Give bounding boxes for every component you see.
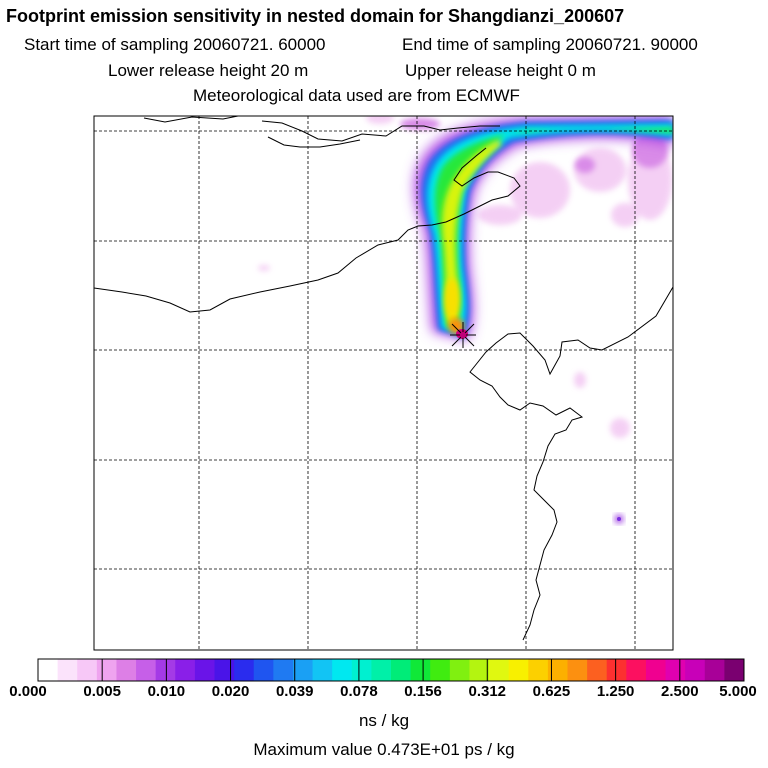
start-time-label: Start time of sampling 20060721. 60000 — [24, 35, 326, 54]
plume-layer — [258, 116, 673, 524]
colorbar-swatch — [508, 659, 529, 681]
colorbar-tick-label: 0.010 — [147, 683, 186, 700]
colorbar-swatch — [430, 659, 451, 681]
colorbar-border — [37, 658, 745, 682]
colorbar-swatch — [489, 659, 510, 681]
colorbar-swatch — [214, 659, 235, 681]
lower-release-label: Lower release height 20 m — [108, 61, 309, 80]
colorbar-swatch — [57, 659, 78, 681]
colorbar-tick-label: 0.078 — [340, 683, 378, 700]
colorbar-swatch — [96, 659, 117, 681]
colorbar-tick-label: 0.625 — [532, 683, 571, 700]
colorbar-tick-label: 2.500 — [661, 683, 699, 700]
colorbar-swatch — [469, 659, 490, 681]
colorbar-swatch — [391, 659, 412, 681]
colorbar-swatch — [449, 659, 470, 681]
colorbar-swatch — [136, 659, 157, 681]
colorbar-swatch — [155, 659, 176, 681]
colorbar-swatch — [645, 659, 667, 681]
colorbar-tick-label: 1.250 — [596, 683, 635, 700]
colorbar-swatch — [194, 659, 215, 681]
colorbar-units: ns / kg — [358, 711, 410, 730]
colorbar-swatch — [273, 659, 294, 681]
colorbar-swatch — [38, 659, 59, 681]
colorbar-swatch — [665, 659, 686, 681]
colorbar-tick-label: 0.156 — [404, 683, 442, 700]
colorbar-swatch — [587, 659, 608, 681]
colorbar-swatch — [77, 659, 98, 681]
colorbar-swatch — [253, 659, 274, 681]
maximum-value-label: Maximum value 0.473E+01 ps / kg — [253, 740, 515, 759]
colorbar-swatch — [626, 659, 647, 681]
colorbar-tick-label: 0.020 — [211, 683, 250, 700]
colorbar-swatch — [371, 659, 392, 681]
colorbar-swatch — [234, 659, 255, 681]
colorbar-swatch — [567, 659, 588, 681]
colorbar-swatch — [292, 659, 314, 681]
colorbar — [37, 658, 745, 682]
colorbar-swatch — [606, 659, 627, 681]
colorbar-swatch — [116, 659, 137, 681]
colorbar-swatch — [685, 659, 706, 681]
colorbar-swatch — [351, 659, 372, 681]
colorbar-swatch — [704, 659, 725, 681]
colorbar-swatch — [410, 659, 431, 681]
colorbar-tick-label: 0.000 — [9, 683, 47, 700]
colorbar-tick-label: 5.000 — [719, 683, 757, 700]
colorbar-tick-label: 0.312 — [468, 683, 507, 700]
colorbar-swatch — [528, 659, 549, 681]
colorbar-swatch — [312, 659, 333, 681]
upper-release-label: Upper release height 0 m — [405, 61, 596, 80]
coastlines — [94, 116, 673, 641]
colorbar-swatch — [547, 659, 568, 681]
map-frame — [93, 115, 674, 651]
end-time-label: End time of sampling 20060721. 90000 — [402, 35, 698, 54]
colorbar-tick-label: 0.005 — [83, 683, 121, 700]
release-site-marker — [450, 322, 476, 348]
map-title: Footprint emission sensitivity in nested… — [6, 6, 625, 26]
colorbar-swatch — [175, 659, 196, 681]
colorbar-swatch — [332, 659, 353, 681]
meteo-label: Meteorological data used are from ECMWF — [193, 86, 520, 105]
colorbar-tick-label: 0.039 — [275, 683, 314, 700]
colorbar-swatch — [724, 659, 745, 681]
grid-lines — [94, 116, 673, 650]
